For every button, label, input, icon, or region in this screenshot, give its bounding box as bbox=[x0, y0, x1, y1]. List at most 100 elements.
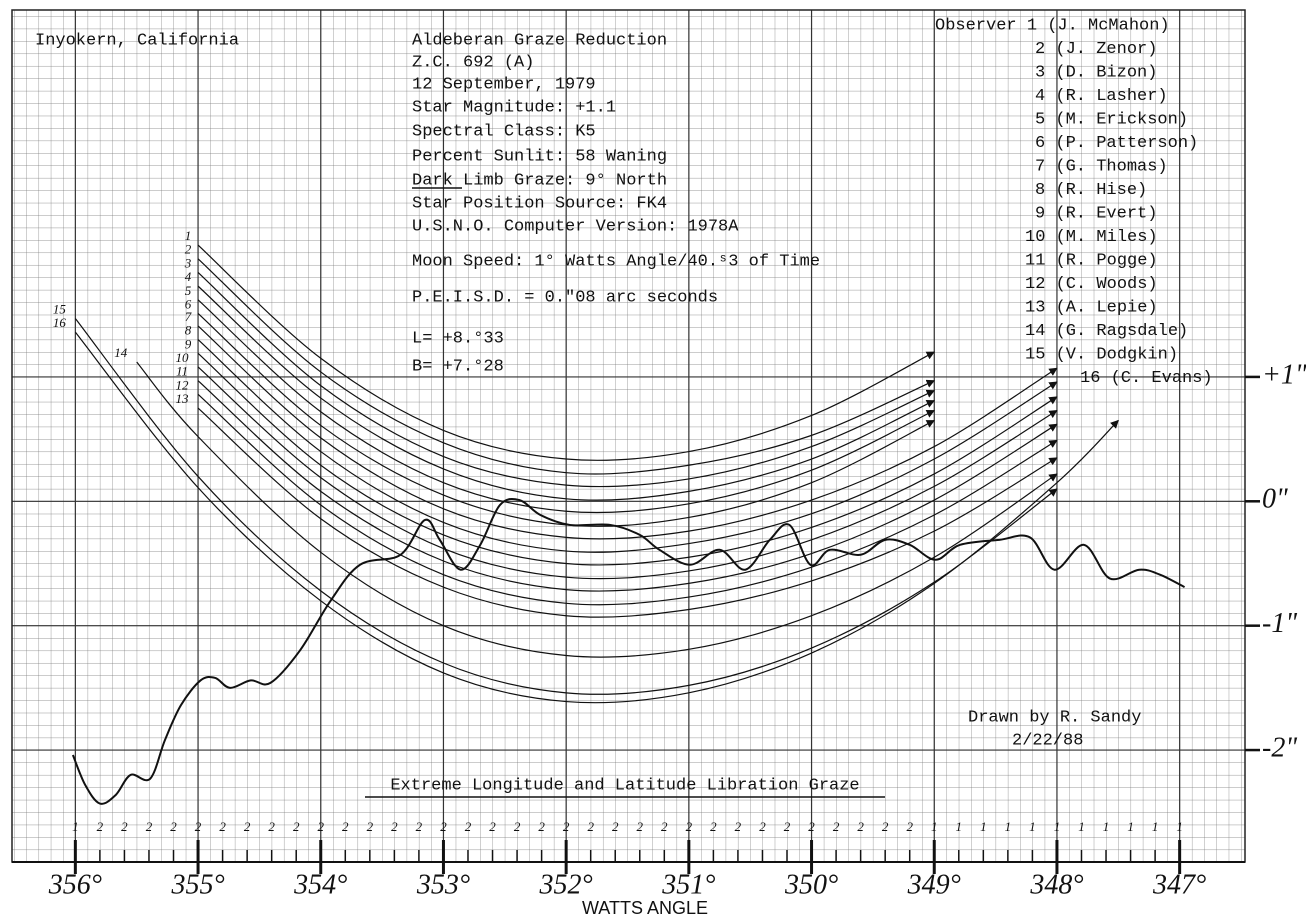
limb-profile bbox=[71, 497, 1186, 805]
scale-mark: 2 bbox=[514, 819, 521, 834]
observer-path bbox=[197, 325, 1058, 540]
credit: Drawn by R. Sandy bbox=[968, 708, 1141, 727]
scale-mark: 1 bbox=[1127, 819, 1134, 834]
scale-mark: 2 bbox=[416, 819, 423, 834]
x-tick-label: 354° bbox=[293, 869, 347, 900]
scale-mark: 2 bbox=[808, 819, 815, 834]
x-axis-label: WATTS ANGLE bbox=[582, 898, 708, 918]
x-tick-label: 347° bbox=[1152, 869, 1206, 900]
observer-path bbox=[197, 393, 1058, 606]
y-tick-label: 0" bbox=[1262, 484, 1288, 515]
path-label: 4 bbox=[185, 269, 192, 284]
scale-mark: 2 bbox=[219, 819, 226, 834]
scale-mark: 2 bbox=[465, 819, 472, 834]
scale-mark: 2 bbox=[97, 819, 104, 834]
observer-entry: 9 (R. Evert) bbox=[1035, 204, 1157, 223]
x-tick-label: 355° bbox=[170, 869, 224, 900]
path-label: 8 bbox=[185, 323, 192, 338]
scale-mark: 2 bbox=[342, 819, 349, 834]
note: Z.C. 692 (A) bbox=[412, 53, 534, 72]
y-tick-label: +1" bbox=[1262, 359, 1306, 390]
note: Star Position Source: FK4 bbox=[412, 194, 667, 213]
note: P.E.I.S.D. = 0.″08 arc seconds bbox=[412, 288, 718, 307]
observer-path bbox=[197, 366, 1058, 580]
x-tick-label: 352° bbox=[539, 869, 593, 900]
observer-entry: 15 (V. Dodgkin) bbox=[1025, 345, 1178, 364]
note: Spectral Class: K5 bbox=[412, 122, 596, 141]
note: Moon Speed: 1° Watts Angle/40.ˢ3 of Time bbox=[412, 252, 820, 271]
observer-entry: Observer 1 (J. McMahon) bbox=[935, 16, 1170, 35]
scale-mark: 2 bbox=[661, 819, 668, 834]
location: Inyokern, California bbox=[35, 31, 239, 50]
scale-mark: 2 bbox=[563, 819, 570, 834]
path-label: 2 bbox=[185, 242, 192, 257]
path-label: 15 bbox=[53, 301, 67, 316]
scale-mark: 1 bbox=[72, 819, 79, 834]
note: 12 September, 1979 bbox=[412, 75, 596, 94]
observer-entry: 6 (P. Patterson) bbox=[1035, 134, 1198, 153]
observer-path bbox=[74, 331, 1119, 704]
path-label: 10 bbox=[176, 350, 190, 365]
path-label: 13 bbox=[176, 391, 190, 406]
observer-entry: 7 (G. Thomas) bbox=[1035, 157, 1168, 176]
observer-path bbox=[197, 299, 936, 514]
scale-mark: 2 bbox=[146, 819, 153, 834]
path-label: 5 bbox=[185, 283, 192, 298]
scale-mark: 2 bbox=[857, 819, 864, 834]
note: Dark Limb Graze: 9° North bbox=[412, 171, 667, 190]
observer-path bbox=[197, 258, 936, 475]
scale-mark: 1 bbox=[1054, 819, 1061, 834]
scale-mark: 2 bbox=[293, 819, 300, 834]
path-label: 14 bbox=[114, 345, 128, 360]
y-tick-label: -2" bbox=[1262, 732, 1297, 763]
scale-mark: 2 bbox=[391, 819, 398, 834]
observer-entry: 14 (G. Ragsdale) bbox=[1025, 322, 1188, 341]
scale-mark: 2 bbox=[195, 819, 202, 834]
chart-title: Extreme Longitude and Latitude Libration… bbox=[390, 776, 859, 795]
scale-mark: 2 bbox=[121, 819, 128, 834]
x-tick-label: 353° bbox=[416, 869, 470, 900]
path-label: 7 bbox=[185, 309, 192, 324]
observer-path bbox=[197, 380, 1058, 592]
note: Aldeberan Graze Reduction bbox=[412, 31, 667, 50]
note: L= +8.°33 bbox=[412, 329, 504, 348]
scale-mark: 1 bbox=[956, 819, 963, 834]
path-label: 1 bbox=[185, 228, 192, 243]
observer-entry: 3 (D. Bizon) bbox=[1035, 63, 1157, 82]
observer-entry: 8 (R. Hise) bbox=[1035, 181, 1147, 200]
note: B= +7.°28 bbox=[412, 357, 504, 376]
path-label: 6 bbox=[185, 296, 192, 311]
x-tick-label: 351° bbox=[661, 869, 715, 900]
scale-mark: 2 bbox=[318, 819, 325, 834]
observer-path bbox=[197, 407, 1058, 618]
scale-mark: 1 bbox=[1005, 819, 1012, 834]
x-tick-label: 348° bbox=[1029, 869, 1083, 900]
scale-mark: 2 bbox=[906, 819, 913, 834]
path-label: 16 bbox=[53, 315, 67, 330]
observer-path bbox=[197, 352, 1058, 566]
scale-mark: 2 bbox=[637, 819, 644, 834]
scale-mark: 2 bbox=[686, 819, 693, 834]
note: Percent Sunlit: 58 Waning bbox=[412, 147, 667, 166]
observer-path bbox=[136, 361, 1058, 658]
y-tick-label: -1" bbox=[1262, 608, 1297, 639]
scale-mark: 2 bbox=[833, 819, 840, 834]
observer-entry: 10 (M. Miles) bbox=[1025, 228, 1158, 247]
scale-mark: 2 bbox=[268, 819, 275, 834]
scale-mark: 2 bbox=[538, 819, 545, 834]
scale-mark: 1 bbox=[1078, 819, 1085, 834]
observer-path bbox=[197, 272, 936, 488]
scale-mark: 2 bbox=[612, 819, 619, 834]
scale-mark: 1 bbox=[931, 819, 938, 834]
scale-mark: 2 bbox=[244, 819, 251, 834]
observer-path bbox=[197, 339, 1058, 553]
scale-mark: 2 bbox=[710, 819, 717, 834]
scale-mark: 1 bbox=[980, 819, 987, 834]
scale-mark: 2 bbox=[440, 819, 447, 834]
x-tick-label: 356° bbox=[48, 869, 102, 900]
credit-date: 2/22/88 bbox=[1012, 731, 1083, 750]
observer-entry: 2 (J. Zenor) bbox=[1035, 40, 1157, 59]
scale-mark: 2 bbox=[367, 819, 374, 834]
observer-entry: 16 (C. Evans) bbox=[1080, 369, 1213, 388]
observer-path bbox=[74, 318, 1058, 695]
